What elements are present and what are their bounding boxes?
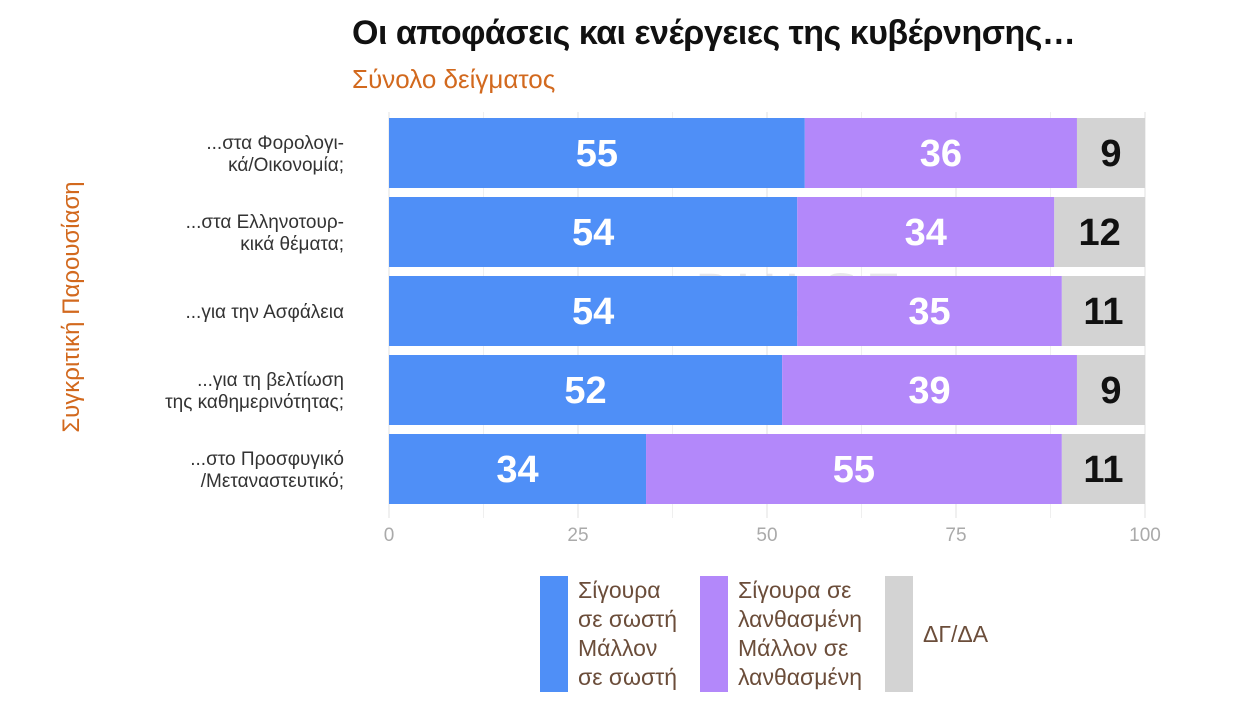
data-label-wrong: 34 [905, 212, 947, 254]
data-label-dk: 9 [1100, 370, 1121, 412]
category-label: ...για την Ασφάλεια [185, 302, 344, 323]
category-label: ...στα Ελληνοτουρ- [186, 212, 344, 233]
bar-segment-wrong [797, 197, 1055, 267]
category-label: κικά θέματα; [240, 234, 344, 255]
bar-segment-correct [389, 197, 798, 267]
data-label-correct: 34 [496, 449, 538, 491]
data-label-wrong: 36 [920, 133, 962, 175]
chart-title: Οι αποφάσεις και ενέργειες της κυβέρνηση… [352, 14, 1076, 52]
data-label-wrong: 39 [908, 370, 950, 412]
data-label-dk: 11 [1083, 449, 1123, 491]
chart-subtitle: Σύνολο δείγματος [352, 64, 556, 94]
data-label-correct: 55 [576, 133, 618, 175]
legend-label-dk: ΔΓ/ΔΑ [923, 621, 989, 647]
data-label-wrong: 35 [908, 291, 950, 333]
category-label: /Μεταναστευτικό; [201, 471, 344, 492]
data-label-dk: 12 [1078, 212, 1120, 254]
bar-segment-wrong [782, 355, 1077, 425]
data-label-dk: 9 [1100, 133, 1121, 175]
bar-segment-correct [389, 276, 798, 346]
bar-segment-dk [1061, 276, 1145, 346]
legend-swatch-correct [540, 576, 568, 692]
legend-swatch-wrong [700, 576, 728, 692]
x-tick-label: 100 [1129, 525, 1161, 546]
data-label-correct: 54 [572, 212, 614, 254]
x-tick-label: 0 [384, 525, 395, 546]
category-label: κά/Οικονομία; [228, 155, 344, 176]
bar-segment-dk [1061, 434, 1145, 504]
x-tick-label: 75 [945, 525, 966, 546]
data-label-correct: 52 [564, 370, 606, 412]
legend-swatch-dk [885, 576, 913, 692]
x-tick-label: 50 [756, 525, 777, 546]
category-label: της καθημερινότητας; [165, 392, 344, 413]
category-label: ...στα Φορολογι- [206, 133, 344, 154]
bar-segment-dk [1054, 197, 1145, 267]
legend-label-correct: Σίγουρα σε σωστή Μάλλον σε σωστή [578, 577, 678, 690]
legend-label-wrong: Σίγουρα σε λανθασμένη Μάλλον σε λανθασμέ… [738, 577, 863, 690]
bar-segment-correct [389, 355, 783, 425]
bar-segment-dk [1076, 355, 1145, 425]
data-label-dk: 11 [1083, 291, 1123, 333]
bar-segment-correct [389, 118, 805, 188]
data-label-correct: 54 [572, 291, 614, 333]
data-label-wrong: 55 [833, 449, 875, 491]
category-label: ...στο Προσφυγικό [190, 449, 344, 470]
category-label: ...για τη βελτίωση [197, 370, 344, 391]
bar-segment-dk [1076, 118, 1145, 188]
x-tick-label: 25 [567, 525, 588, 546]
bar-segment-wrong [797, 276, 1062, 346]
bar-segment-wrong [804, 118, 1077, 188]
bar-segment-correct [389, 434, 647, 504]
bar-segment-wrong [646, 434, 1062, 504]
